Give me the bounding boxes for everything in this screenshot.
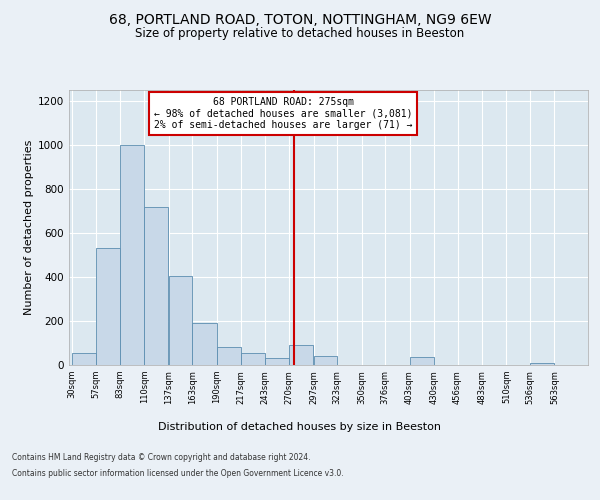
Bar [97, 248, 119, 365]
Text: Contains public sector information licensed under the Open Government Licence v3: Contains public sector information licen… [12, 468, 344, 477]
Bar [241, 353, 265, 365]
Y-axis label: Number of detached properties: Number of detached properties [24, 140, 34, 315]
Bar [265, 358, 289, 365]
Bar [314, 356, 337, 365]
Bar [145, 206, 169, 365]
Text: Contains HM Land Registry data © Crown copyright and database right 2024.: Contains HM Land Registry data © Crown c… [12, 454, 311, 462]
Bar [530, 363, 554, 365]
Bar [120, 145, 144, 365]
Bar [169, 276, 192, 365]
Text: Distribution of detached houses by size in Beeston: Distribution of detached houses by size … [158, 422, 442, 432]
Bar [217, 348, 241, 365]
Bar [289, 345, 313, 365]
Bar [410, 358, 434, 365]
Bar [72, 353, 96, 365]
Bar [193, 323, 217, 365]
Text: 68 PORTLAND ROAD: 275sqm
← 98% of detached houses are smaller (3,081)
2% of semi: 68 PORTLAND ROAD: 275sqm ← 98% of detach… [154, 97, 412, 130]
Text: Size of property relative to detached houses in Beeston: Size of property relative to detached ho… [136, 28, 464, 40]
Text: 68, PORTLAND ROAD, TOTON, NOTTINGHAM, NG9 6EW: 68, PORTLAND ROAD, TOTON, NOTTINGHAM, NG… [109, 12, 491, 26]
